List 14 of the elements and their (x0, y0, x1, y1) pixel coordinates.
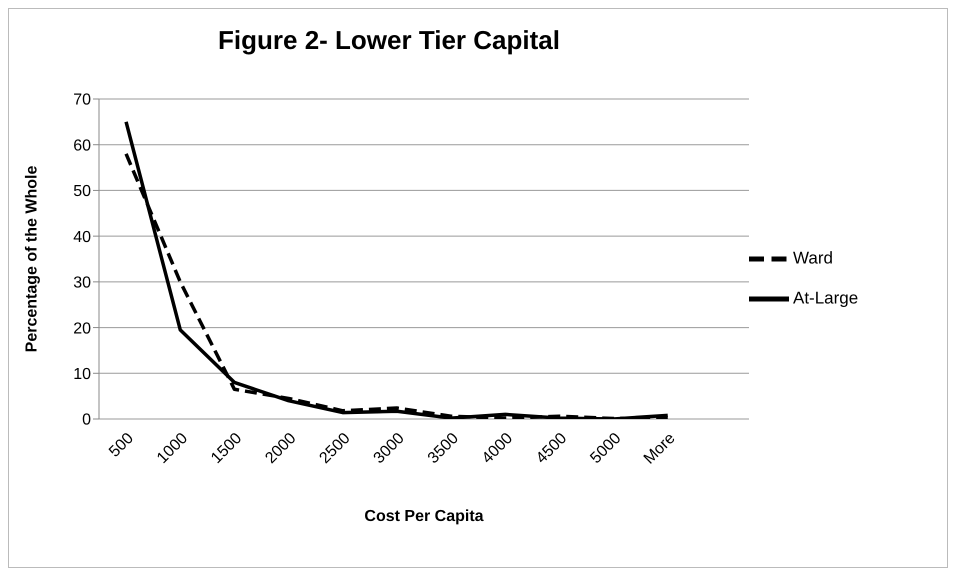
y-tick-label: 0 (82, 412, 92, 429)
y-tick-label: 40 (73, 228, 92, 246)
chart-title: Figure 2- Lower Tier Capital (217, 25, 561, 56)
y-tick-label: 70 (73, 92, 92, 109)
x-tick-label: 500 (106, 430, 138, 461)
y-tick-label: 60 (73, 137, 92, 154)
y-tick-label: 50 (73, 183, 92, 200)
x-axis-title: Cost Per Capita (364, 508, 484, 525)
y-axis-title: Percentage of the Whole (24, 166, 41, 352)
legend-label: At-Large (793, 288, 858, 308)
y-tick-label: 30 (73, 274, 92, 292)
y-tick-label: 10 (73, 366, 92, 383)
y-tick-label: 20 (73, 320, 92, 338)
legend-label: Ward (793, 248, 833, 268)
